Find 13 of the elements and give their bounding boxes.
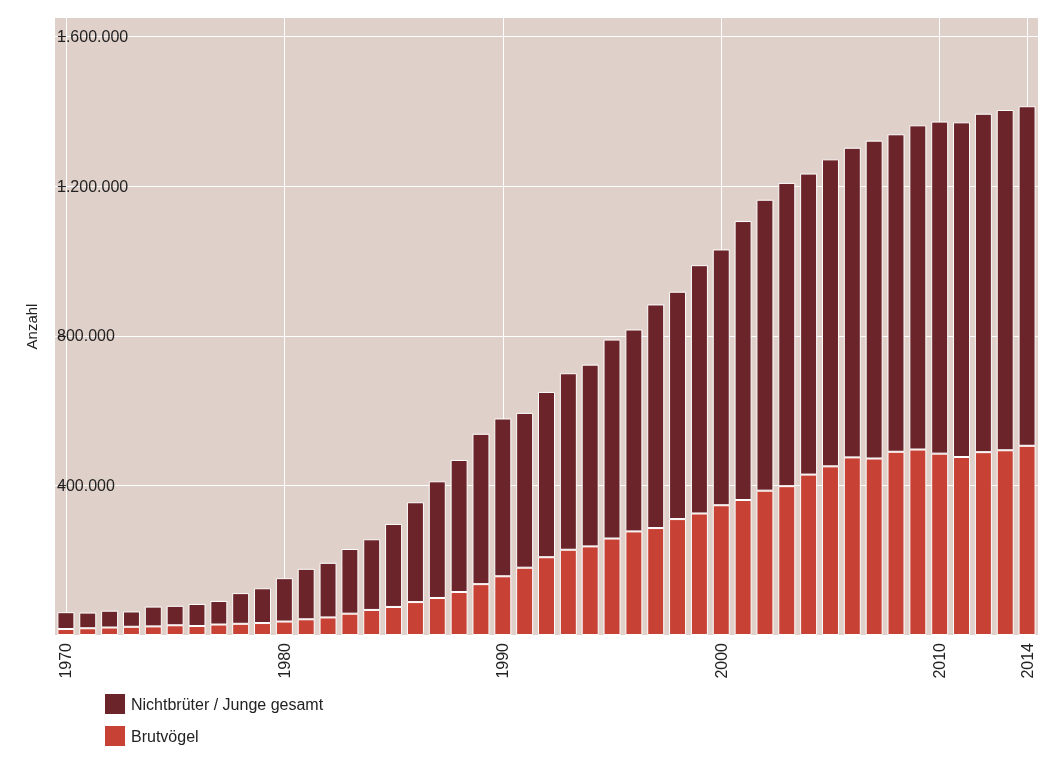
x-tick-label: 1970 <box>57 642 75 679</box>
x-tick-label: 1990 <box>494 642 512 679</box>
y-tick-label: 1.600.000 <box>57 28 129 46</box>
y-axis-title: Anzahl <box>23 303 40 350</box>
x-tick-label: 1980 <box>275 642 293 679</box>
x-tick-label: 2014 <box>1018 642 1036 679</box>
y-tick-label: 1.200.000 <box>57 177 129 195</box>
legend-label: Brutvögel <box>131 727 199 745</box>
x-tick-label: 2000 <box>712 642 730 679</box>
y-tick-label: 400.000 <box>57 476 115 494</box>
y-tick-label: 800.000 <box>57 327 115 345</box>
legend-label: Nichtbrüter / Junge gesamt <box>131 695 324 713</box>
x-tick-label: 2010 <box>931 642 949 679</box>
